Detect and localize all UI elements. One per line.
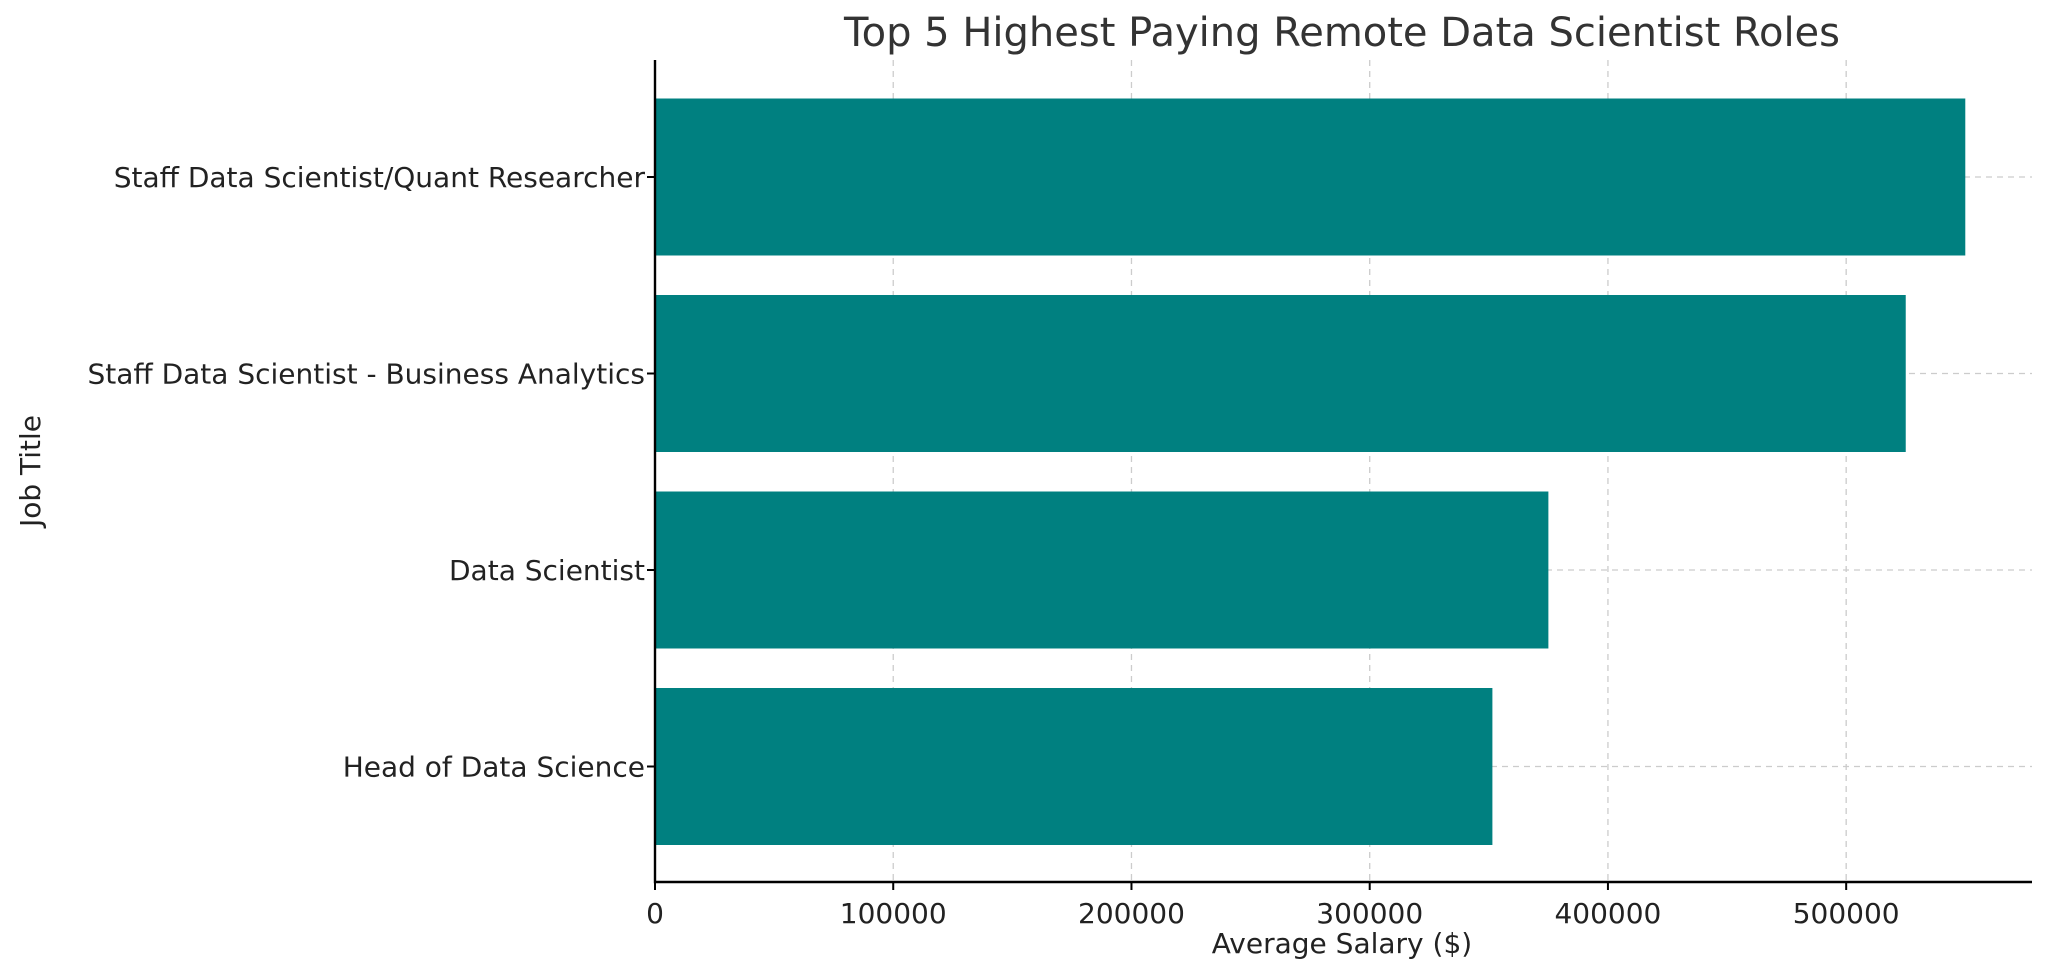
bars [655,98,1966,845]
x-tick-label: 300000 [1316,897,1423,930]
x-ticks: 0 100000 200000 300000 400000 500000 [646,882,1900,930]
x-tick-label: 200000 [1078,897,1185,930]
bar [655,98,1966,256]
bar [655,688,1493,845]
chart-title: Top 5 Highest Paying Remote Data Scienti… [843,10,1840,56]
y-tick-label: Staff Data Scientist - Business Analytic… [87,358,645,391]
x-tick-label: 100000 [840,897,947,930]
y-tick-label: Staff Data Scientist/Quant Researcher [114,161,646,194]
y-tick-label: Head of Data Science [343,751,645,784]
x-tick-label: 400000 [1554,897,1661,930]
bar [655,491,1549,649]
x-tick-label: 500000 [1793,897,1900,930]
x-axis-label: Average Salary ($) [1212,927,1472,960]
x-tick-label: 0 [646,897,664,930]
y-axis-label: Job Title [14,415,47,529]
y-tick-label: Data Scientist [449,554,645,587]
bar [655,295,1906,452]
y-ticks: Staff Data Scientist/Quant Researcher Sta… [87,161,655,784]
